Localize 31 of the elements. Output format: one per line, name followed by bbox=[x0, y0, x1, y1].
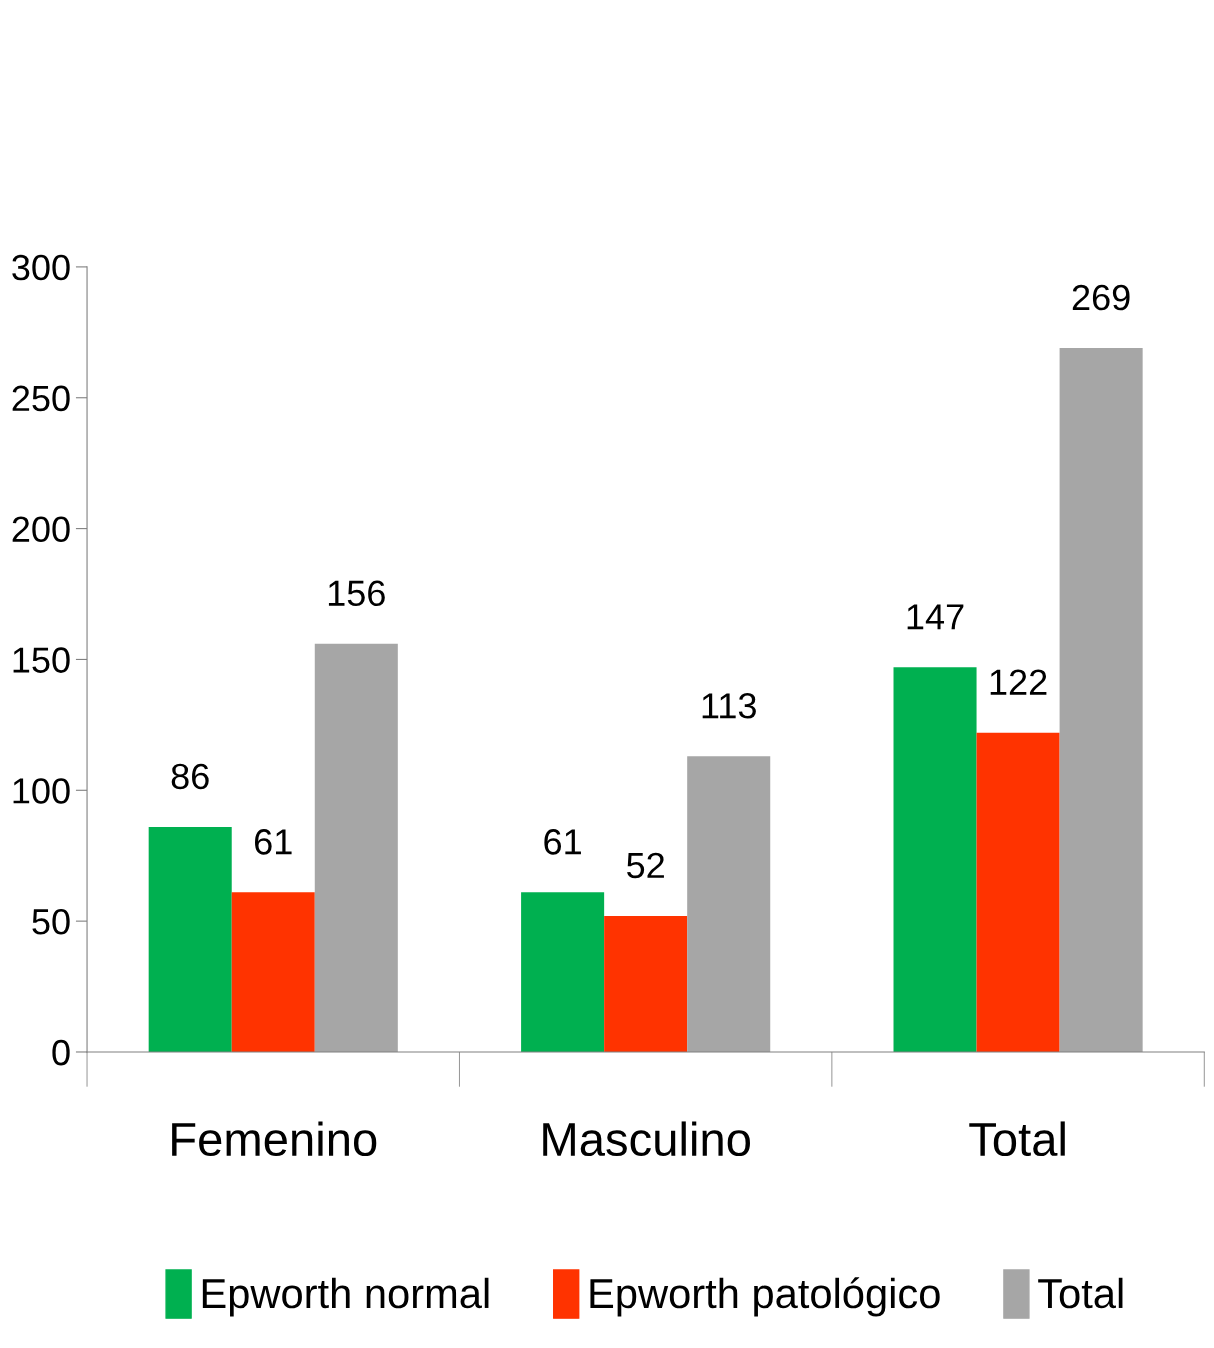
legend-label: Total bbox=[1038, 1277, 1123, 1309]
y-tick-label: 150 bbox=[13, 647, 70, 673]
y-tick-label: 100 bbox=[13, 778, 70, 804]
bar bbox=[893, 667, 977, 1052]
y-tick-label: 300 bbox=[12, 254, 70, 281]
y-tick-label: 50 bbox=[32, 909, 70, 935]
data-label: 61 bbox=[544, 829, 581, 855]
bar bbox=[1059, 348, 1143, 1052]
bar bbox=[687, 756, 771, 1052]
y-tick-label: 250 bbox=[12, 385, 70, 412]
data-label: 122 bbox=[990, 669, 1047, 695]
data-label: 52 bbox=[627, 852, 664, 879]
bar bbox=[521, 892, 605, 1052]
y-tick-label: 0 bbox=[52, 1039, 70, 1066]
data-label: 156 bbox=[328, 580, 385, 607]
x-tick-label: Masculino bbox=[543, 1121, 750, 1157]
y-tick-label: 200 bbox=[12, 516, 70, 543]
legend-label: Epworth patológico bbox=[590, 1277, 940, 1317]
data-label: 61 bbox=[255, 829, 292, 855]
x-tick-label: Femenino bbox=[172, 1121, 377, 1157]
bar bbox=[604, 915, 688, 1052]
data-label: 269 bbox=[1072, 284, 1130, 311]
bar bbox=[231, 892, 315, 1052]
data-label: 147 bbox=[907, 604, 964, 630]
legend-label: Epworth normal bbox=[202, 1277, 489, 1317]
x-tick-label: Total bbox=[969, 1121, 1065, 1157]
data-label: 86 bbox=[171, 763, 209, 790]
data-label: 113 bbox=[702, 693, 756, 719]
bar bbox=[314, 643, 398, 1052]
bar bbox=[148, 826, 232, 1052]
bar bbox=[976, 732, 1060, 1052]
